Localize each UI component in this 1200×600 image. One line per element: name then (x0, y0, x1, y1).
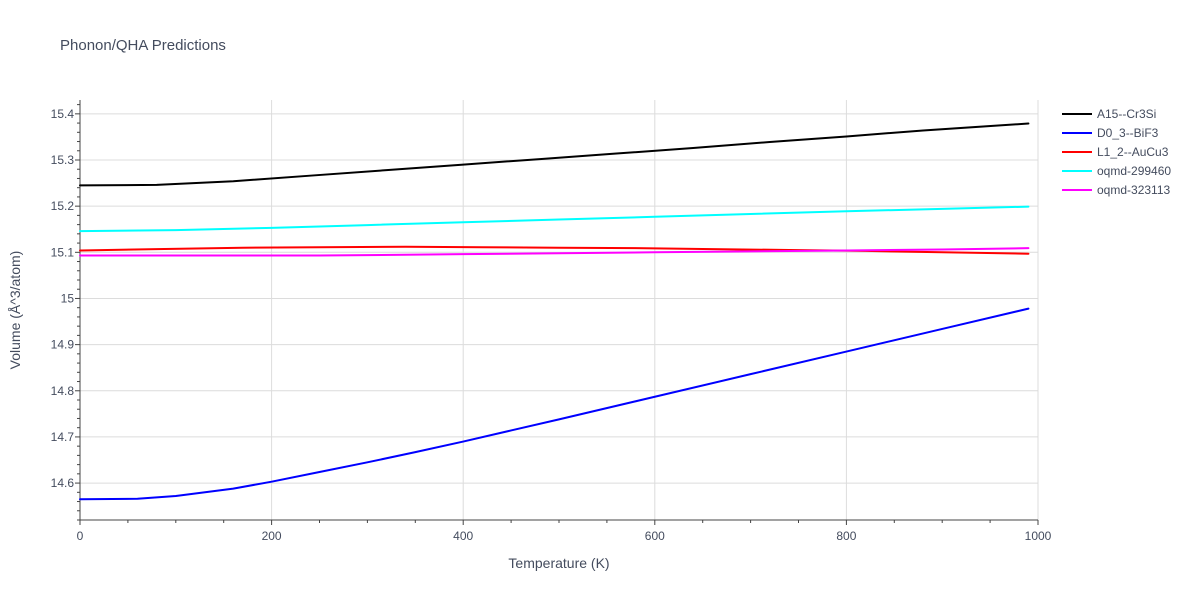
x-tick-label: 1000 (1025, 529, 1052, 543)
series-line-oqmd-323113 (79, 247, 1030, 257)
y-tick-label: 15.1 (51, 245, 75, 259)
x-tick-label: 200 (262, 529, 282, 543)
y-tick-label: 14.7 (51, 430, 75, 444)
legend-label: D0_3--BiF3 (1097, 126, 1159, 140)
legend-item-oqmd-299460[interactable]: oqmd-299460 (1062, 164, 1171, 178)
series-line-a15-cr3si (79, 122, 1030, 187)
y-tick-label: 14.9 (51, 338, 75, 352)
x-tick-label: 0 (77, 529, 84, 543)
tick-labels: 0 200 400 600 800 1000 14.6 14.7 14.8 14.9 15 15.1 1… (51, 107, 1052, 543)
legend-item-d0-3-bif3[interactable]: D0_3--BiF3 (1062, 126, 1159, 140)
legend[interactable]: A15--Cr3Si D0_3--BiF3 L1_2--AuCu3 oqmd-2994… (1062, 107, 1171, 197)
y-tick-label: 15 (61, 291, 75, 305)
y-tick-label: 14.6 (51, 476, 75, 490)
y-tick-label: 14.8 (51, 384, 75, 398)
y-tick-label: 15.3 (51, 153, 75, 167)
legend-item-a15-cr3si[interactable]: A15--Cr3Si (1062, 107, 1156, 121)
y-axis-title: Volume (Å^3/atom) (7, 251, 23, 370)
series-line-oqmd-299460 (79, 205, 1030, 233)
x-tick-label: 800 (836, 529, 856, 543)
plot-area (79, 122, 1030, 501)
series-line-d0-3-bif3 (79, 307, 1030, 501)
chart-title: Phonon/QHA Predictions (60, 37, 226, 54)
grid-lines (80, 100, 1039, 520)
y-tick-label: 15.4 (51, 107, 75, 121)
legend-label: oqmd-323113 (1097, 183, 1170, 197)
legend-label: L1_2--AuCu3 (1097, 145, 1169, 159)
axes (75, 100, 1039, 525)
legend-label: oqmd-299460 (1097, 164, 1171, 178)
legend-label: A15--Cr3Si (1097, 107, 1156, 121)
legend-item-oqmd-323113[interactable]: oqmd-323113 (1062, 183, 1170, 197)
legend-item-l1-2-aucu3[interactable]: L1_2--AuCu3 (1062, 145, 1169, 159)
y-tick-label: 15.2 (51, 199, 75, 213)
x-tick-label: 400 (453, 529, 473, 543)
x-tick-label: 600 (645, 529, 665, 543)
x-axis-title: Temperature (K) (508, 555, 609, 571)
